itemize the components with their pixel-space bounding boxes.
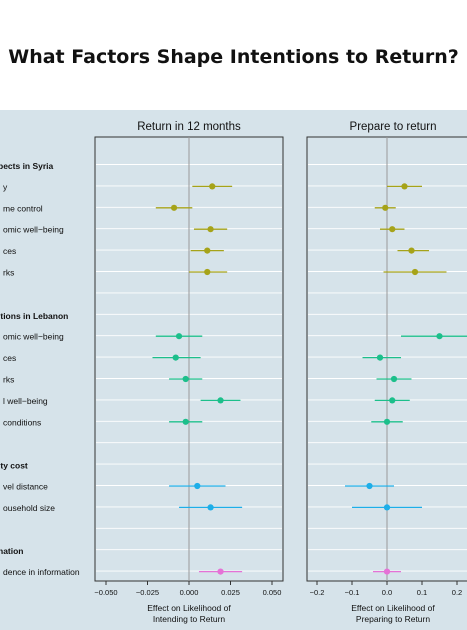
estimate-point xyxy=(366,482,373,490)
estimate-point xyxy=(209,183,216,190)
estimate-point xyxy=(436,333,443,340)
estimate-point xyxy=(194,482,201,490)
x-tick-label: 0.025 xyxy=(221,588,240,597)
group-header: itions in Lebanon xyxy=(0,311,68,321)
panel-title-2: Prepare to return xyxy=(350,121,437,133)
x-axis-label: Effect on Likelihood of xyxy=(147,603,231,613)
estimate-point xyxy=(383,504,391,511)
x-axis-label: Effect on Likelihood of xyxy=(351,603,435,613)
estimate-point xyxy=(204,247,211,254)
estimate-point xyxy=(175,333,183,340)
row-label: rks xyxy=(3,268,14,278)
row-label: y xyxy=(3,182,8,192)
estimate-point xyxy=(389,226,396,233)
estimate-point xyxy=(182,418,189,425)
estimate-point xyxy=(382,204,389,211)
row-label: ces xyxy=(3,246,16,256)
row-label: ousehold size xyxy=(3,503,55,513)
estimate-point xyxy=(207,504,214,511)
estimate-point xyxy=(376,354,384,361)
x-tick-label: −0.2 xyxy=(310,588,325,597)
x-axis-label: Preparing to Return xyxy=(356,614,430,624)
row-label: conditions xyxy=(3,417,41,427)
estimate-point xyxy=(217,397,224,404)
estimate-point xyxy=(217,568,224,575)
estimate-point xyxy=(390,375,398,383)
x-tick-label: 0.2 xyxy=(452,588,462,597)
row-label: dence in information xyxy=(3,567,80,577)
page-title: What Factors Shape Intentions to Return? xyxy=(8,46,459,68)
estimate-point xyxy=(401,183,408,190)
x-tick-label: −0.1 xyxy=(345,588,360,597)
estimate-point xyxy=(411,268,419,276)
row-label: ces xyxy=(3,353,16,363)
panel-2-frame xyxy=(306,136,467,582)
estimate-point xyxy=(172,354,179,361)
group-header: nation xyxy=(0,546,24,556)
row-label: me control xyxy=(3,203,43,213)
chart-background xyxy=(0,110,467,630)
panel-title-1: Return in 12 months xyxy=(137,121,241,133)
estimate-point xyxy=(383,568,391,575)
row-label: omic well−being xyxy=(3,225,64,235)
row-label: omic well−being xyxy=(3,332,64,342)
x-axis-label: Intending to Return xyxy=(153,614,226,624)
forest-plot: Return in 12 months Prepare to return pect… xyxy=(0,121,467,624)
estimate-point xyxy=(389,397,396,404)
estimate-point xyxy=(383,418,391,425)
row-label: rks xyxy=(3,375,14,385)
group-header: pects in Syria xyxy=(0,161,54,171)
row-label: l well−being xyxy=(3,396,48,406)
estimate-point xyxy=(170,204,178,211)
x-tick-label: 0.050 xyxy=(263,588,282,597)
estimate-point xyxy=(204,268,211,276)
x-tick-label: −0.025 xyxy=(136,588,159,597)
row-label: vel distance xyxy=(3,482,48,492)
x-tick-label: 0.0 xyxy=(382,588,392,597)
estimate-point xyxy=(182,375,189,383)
x-tick-label: 0.000 xyxy=(180,588,199,597)
estimate-point xyxy=(207,226,214,233)
group-header: ity cost xyxy=(0,461,28,471)
x-tick-label: −0.050 xyxy=(94,588,117,597)
x-tick-label: 0.1 xyxy=(417,588,427,597)
estimate-point xyxy=(408,247,415,254)
